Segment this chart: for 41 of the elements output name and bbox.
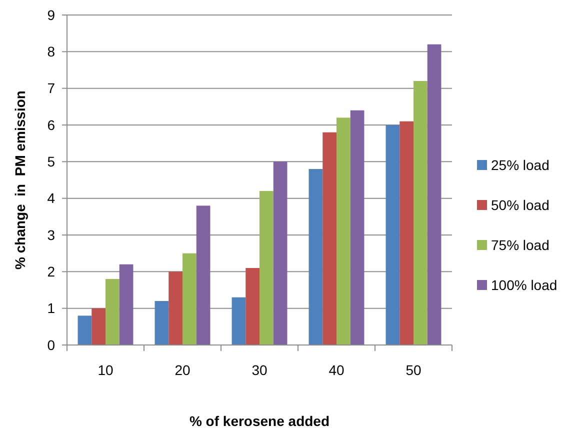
x-tick-label: 30 bbox=[252, 362, 268, 378]
bar bbox=[350, 110, 364, 345]
y-tick-label: 4 bbox=[47, 190, 56, 206]
y-tick-label: 2 bbox=[47, 264, 56, 280]
y-tick-label: 5 bbox=[47, 154, 56, 170]
bar bbox=[196, 206, 210, 345]
bar bbox=[273, 162, 288, 345]
x-tick-label: 20 bbox=[174, 362, 190, 378]
bar bbox=[260, 191, 274, 345]
y-tick-label: 3 bbox=[47, 226, 56, 243]
x-tick-label: 50 bbox=[406, 362, 422, 378]
legend-label: 100% load bbox=[491, 276, 558, 293]
legend-label: 75% load bbox=[491, 236, 550, 253]
bar bbox=[119, 264, 134, 345]
bar bbox=[414, 81, 428, 345]
bar bbox=[168, 272, 182, 345]
bar bbox=[182, 253, 196, 345]
bar bbox=[232, 297, 246, 345]
y-tick-label: 7 bbox=[47, 80, 56, 96]
bar bbox=[308, 169, 323, 345]
bar bbox=[427, 44, 442, 345]
bar bbox=[400, 121, 414, 345]
y-axis-title: % change in PM emission bbox=[12, 90, 28, 270]
legend-label: 50% load bbox=[491, 196, 550, 213]
bar bbox=[386, 125, 400, 345]
x-tick-label: 10 bbox=[98, 362, 114, 378]
bar bbox=[336, 118, 350, 345]
bar bbox=[322, 132, 336, 345]
x-tick-label: 40 bbox=[328, 362, 344, 378]
x-axis-title: % of kerosene added bbox=[189, 413, 330, 429]
y-tick-label: 6 bbox=[47, 116, 56, 133]
y-tick-label: 8 bbox=[47, 44, 56, 60]
legend-label: 25% load bbox=[491, 156, 550, 173]
bar bbox=[154, 301, 169, 345]
y-tick-label: 0 bbox=[47, 336, 56, 353]
y-tick-label: 1 bbox=[47, 300, 56, 316]
bar bbox=[106, 279, 120, 345]
bar bbox=[246, 268, 260, 345]
bar bbox=[92, 308, 106, 345]
bar bbox=[78, 316, 92, 345]
y-tick-label: 9 bbox=[47, 6, 56, 23]
